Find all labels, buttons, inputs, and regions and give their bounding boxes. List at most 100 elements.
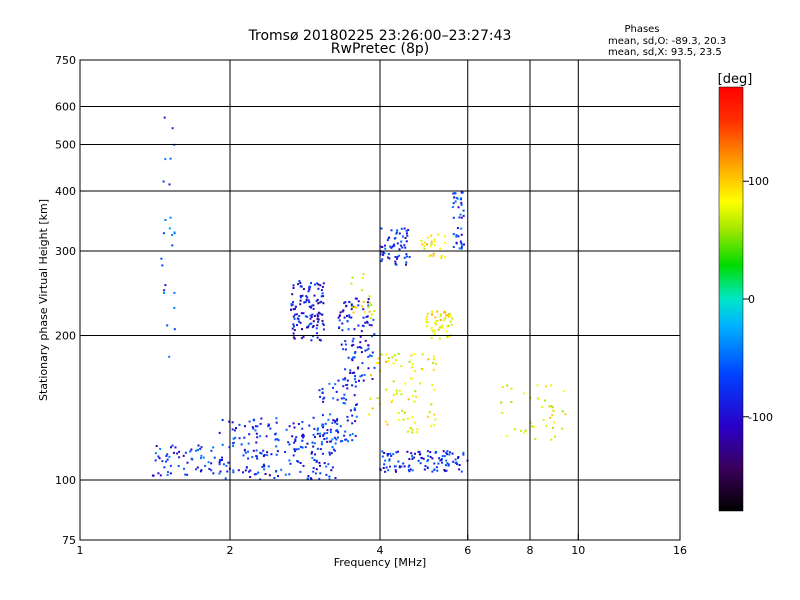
data-point [373,310,376,312]
data-point [311,441,314,444]
data-point [460,216,463,219]
data-point [397,460,400,463]
data-point [411,469,414,472]
data-point [419,462,422,465]
data-point [341,322,344,325]
data-point [457,235,460,238]
data-point [394,465,397,468]
data-point [322,302,325,305]
data-point [163,116,166,119]
data-point [335,429,338,432]
data-point [353,371,356,374]
data-point [173,306,176,309]
data-point [328,453,331,456]
data-point [406,430,409,433]
data-point [562,390,565,393]
data-point [400,240,403,243]
data-point [434,418,437,421]
data-point [422,457,425,460]
data-point [393,244,396,247]
data-point [396,257,398,260]
data-point [386,423,389,426]
data-point [346,419,349,422]
data-point [171,234,173,236]
data-point [321,387,324,390]
data-point [227,461,230,464]
data-point [417,450,420,453]
data-point [391,245,394,248]
data-point [426,460,429,463]
data-point [459,240,462,243]
data-point [306,477,309,480]
data-point [319,448,322,451]
data-point [255,473,258,476]
y-tick-label: 200 [55,330,76,343]
data-point [277,475,279,478]
data-point [551,406,554,409]
data-point [338,319,341,322]
data-point [325,437,328,440]
data-point [332,419,335,422]
data-point [368,354,371,357]
data-point [404,237,407,239]
data-point [444,470,447,473]
data-point [319,435,321,438]
data-point [442,450,445,453]
data-point [444,317,447,320]
data-point [549,416,552,419]
data-point [430,240,433,243]
data-point [411,456,414,459]
data-point [212,446,215,449]
data-point [440,459,443,461]
data-point [305,298,308,301]
data-point [331,466,334,469]
data-point [338,314,341,317]
data-point [385,466,388,469]
data-point [221,456,223,459]
data-point [404,246,407,249]
data-point [415,395,418,398]
data-point [446,336,449,339]
data-point [342,402,345,404]
data-point [210,449,213,452]
data-point [413,370,416,373]
data-point [443,469,446,471]
x-axis: 1 2 4 6 8 10 16 [77,534,687,557]
x-tick-label: 16 [673,544,687,557]
data-point [394,256,397,258]
data-point [317,302,320,305]
data-point [163,291,165,294]
data-point [370,317,372,320]
data-point [312,470,315,473]
data-point [373,333,376,336]
data-point [321,313,324,316]
data-point [306,315,309,318]
data-point [541,406,544,409]
data-point [302,312,305,315]
colorbar-ticks: 100 0 -100 [743,175,773,424]
data-point [353,352,356,355]
data-point [348,316,351,319]
data-point [293,308,296,310]
data-point [387,357,390,359]
data-point [355,297,358,300]
data-point [235,427,237,430]
data-point [344,378,347,381]
data-point [288,443,291,446]
data-point [154,459,157,462]
data-point [351,384,354,387]
data-point [335,390,338,393]
data-point [317,320,320,323]
data-point [218,431,221,434]
data-point [266,451,269,454]
data-point [405,240,408,243]
data-point [168,355,171,358]
data-point [405,232,408,235]
data-point [300,337,303,340]
data-point [260,417,263,420]
data-point [395,232,398,235]
data-point [388,257,391,260]
data-point [382,467,385,469]
data-point [173,451,175,454]
data-point [182,454,185,457]
